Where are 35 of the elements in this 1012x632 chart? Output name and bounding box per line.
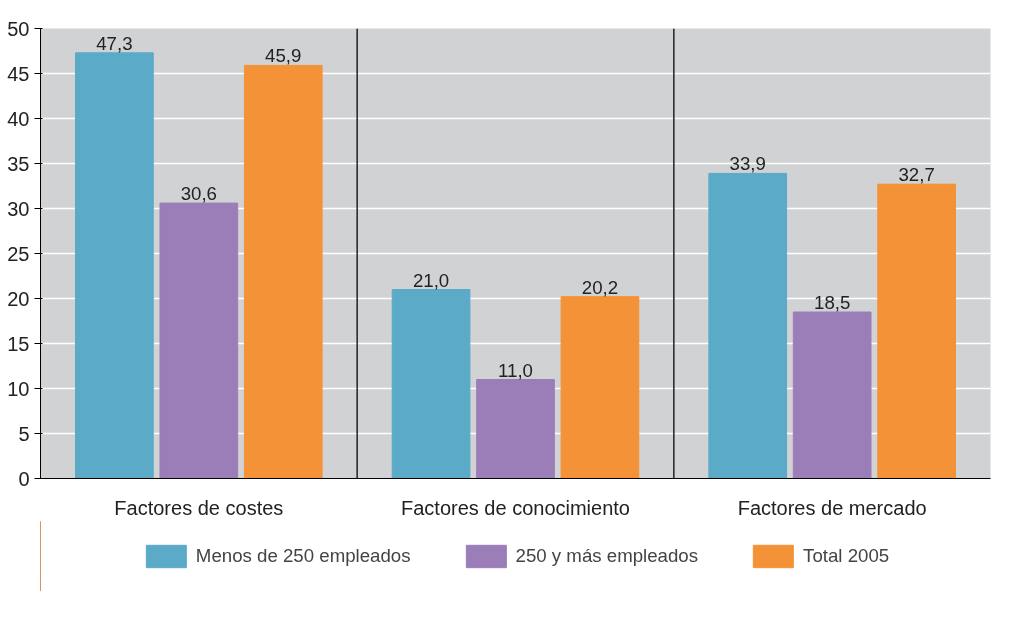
bar bbox=[560, 296, 640, 479]
data-label: 11,0 bbox=[498, 359, 533, 381]
data-label: 33,9 bbox=[729, 153, 766, 175]
legend-label: 250 y más empleados bbox=[515, 545, 699, 567]
legend-label: Total 2005 bbox=[803, 545, 890, 567]
bar bbox=[159, 202, 239, 479]
bar bbox=[391, 289, 471, 479]
x-tick-label: Factores de conocimiento bbox=[401, 496, 631, 519]
y-tick-label: 20 bbox=[7, 287, 30, 310]
x-tick-label: Factores de costes bbox=[114, 496, 284, 519]
y-tick-label: 25 bbox=[7, 242, 30, 265]
bar bbox=[243, 64, 323, 479]
data-label: 32,7 bbox=[898, 164, 935, 186]
y-tick-label: 15 bbox=[7, 332, 30, 355]
y-tick-label: 10 bbox=[7, 377, 30, 400]
data-label: 45,9 bbox=[265, 45, 302, 67]
y-tick-label: 30 bbox=[7, 197, 30, 220]
x-tick-label: Factores de mercado bbox=[737, 496, 927, 519]
data-label: 47,3 bbox=[96, 32, 133, 54]
y-tick-label: 40 bbox=[7, 107, 30, 130]
bar bbox=[75, 52, 154, 479]
data-label: 21,0 bbox=[412, 269, 450, 291]
legend-label: Menos de 250 empleados bbox=[195, 545, 411, 567]
bar bbox=[708, 172, 788, 479]
y-tick-label: 50 bbox=[7, 17, 30, 40]
data-label: 18,5 bbox=[814, 292, 851, 313]
y-tick-label: 45 bbox=[7, 62, 30, 85]
y-tick-label: 5 bbox=[18, 422, 30, 445]
y-tick-label: 35 bbox=[7, 152, 30, 175]
data-label: 20,2 bbox=[581, 276, 619, 298]
bar bbox=[792, 311, 872, 479]
y-tick-label: 0 bbox=[18, 467, 30, 490]
bar bbox=[476, 379, 555, 479]
data-label: 30,6 bbox=[180, 183, 217, 205]
bar bbox=[877, 183, 956, 479]
